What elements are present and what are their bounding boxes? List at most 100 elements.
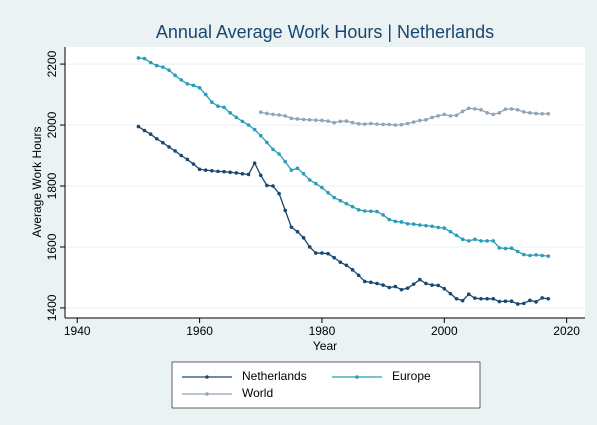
point: [381, 283, 385, 287]
point: [509, 299, 514, 304]
point: [460, 298, 465, 303]
point: [301, 236, 306, 240]
point: [197, 167, 202, 172]
point: [271, 184, 275, 188]
point: [301, 117, 306, 122]
point: [448, 114, 453, 118]
point: [479, 296, 483, 301]
point: [161, 140, 165, 145]
point: [191, 83, 196, 88]
point: [375, 281, 379, 286]
point: [479, 107, 483, 112]
point: [289, 225, 294, 229]
y-axis-label: Average Work Hours: [30, 127, 44, 238]
point: [307, 118, 312, 122]
point: [234, 115, 239, 120]
point: [515, 249, 520, 254]
y-tick-label: 1400: [45, 294, 59, 321]
point: [418, 223, 422, 227]
point: [332, 195, 336, 200]
point: [393, 123, 398, 127]
point: [418, 277, 422, 282]
point: [485, 239, 489, 243]
point: [436, 114, 440, 118]
point: [295, 117, 300, 121]
point: [191, 162, 196, 166]
point: [136, 56, 141, 60]
point: [301, 172, 306, 176]
point: [491, 239, 496, 243]
point: [503, 107, 508, 111]
legend-label: Netherlands: [242, 369, 307, 383]
point: [265, 183, 269, 188]
point: [173, 73, 177, 78]
point: [387, 285, 392, 290]
legend-box: [171, 361, 481, 409]
point: [197, 86, 202, 90]
point: [503, 246, 508, 251]
point: [216, 169, 220, 174]
point: [503, 299, 508, 304]
point: [185, 82, 190, 86]
point: [210, 168, 214, 173]
point: [136, 124, 141, 129]
point: [479, 239, 483, 243]
point: [460, 237, 465, 242]
point: [289, 168, 294, 172]
point: [473, 296, 477, 300]
point: [466, 292, 471, 297]
point: [375, 122, 379, 126]
point: [203, 168, 208, 172]
point: [430, 115, 434, 120]
point: [411, 222, 416, 226]
point: [534, 300, 538, 304]
point: [460, 109, 465, 114]
point: [399, 220, 404, 224]
point: [473, 107, 477, 111]
point: [258, 110, 263, 115]
point: [289, 116, 294, 121]
point: [546, 296, 551, 301]
point: [332, 120, 336, 125]
point: [515, 107, 520, 112]
point: [399, 287, 404, 292]
point: [283, 114, 288, 118]
point: [258, 133, 263, 138]
point: [142, 56, 147, 61]
point: [295, 229, 300, 234]
point: [326, 251, 330, 256]
point: [399, 122, 404, 127]
point: [326, 119, 330, 123]
x-tick-label: 1960: [186, 324, 213, 338]
point: [405, 222, 410, 226]
point: [454, 296, 459, 301]
point: [283, 159, 288, 164]
point: [344, 201, 349, 206]
point: [393, 219, 398, 224]
point: [228, 170, 232, 175]
point: [369, 209, 373, 214]
point: [240, 172, 245, 176]
chart-title: Annual Average Work Hours | Netherlands: [156, 22, 494, 42]
point: [497, 299, 502, 304]
point: [485, 296, 489, 301]
point: [534, 253, 538, 257]
point: [436, 225, 440, 230]
point: [307, 245, 312, 249]
point: [338, 260, 343, 265]
point: [509, 246, 514, 250]
point: [405, 121, 410, 126]
point: [320, 185, 324, 190]
point: [436, 283, 440, 288]
point: [411, 282, 416, 286]
point: [522, 301, 526, 306]
point: [356, 122, 361, 126]
point: [240, 119, 245, 124]
point: [252, 127, 257, 132]
point: [356, 273, 361, 278]
point: [509, 107, 514, 111]
point: [540, 253, 544, 258]
point: [540, 296, 544, 300]
point: [265, 140, 269, 145]
